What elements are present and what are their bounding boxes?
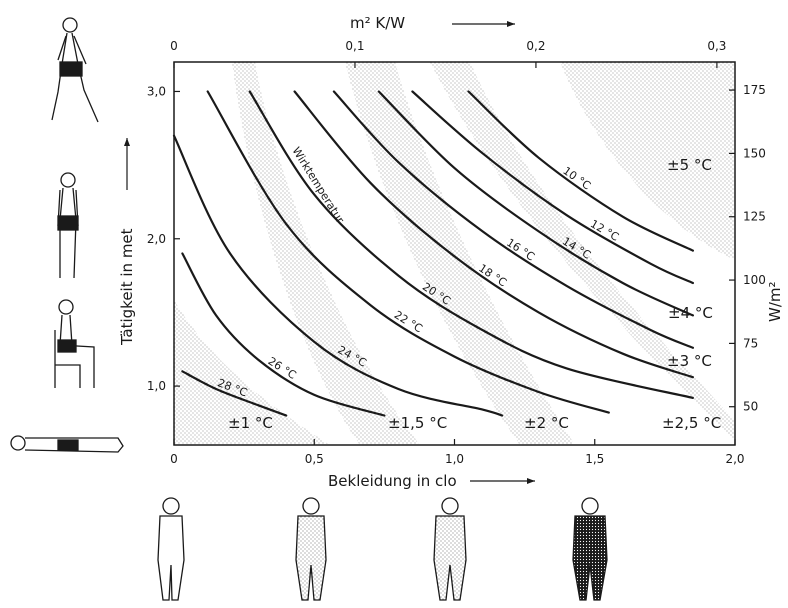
standing-person-icon [57,172,79,279]
series-label-8: 12 °C [588,217,621,244]
top-tick-label-1: 0,1 [345,39,364,53]
right-axis-title: W/m² [766,281,784,322]
series-line-2 [172,134,504,417]
x-axis-arrowhead [527,478,535,484]
band-1 [232,62,420,445]
tol-2-5: ±2,5 °C [662,414,721,432]
band-upper-right [560,62,735,260]
top-tick-label-2: 0,2 [526,39,545,53]
tol-5: ±5 °C [667,156,712,174]
lying-person-icon [10,435,124,453]
light-clothing-figure-icon [295,497,327,601]
x-tick-label-0: 0 [170,452,178,466]
x-axis-title: Bekleidung in clo [328,472,457,490]
medium-clothing-figure-icon [433,497,467,601]
band-lower-left [174,300,330,445]
y-tick-label-0: 1,0 [147,379,166,393]
tol-3: ±3 °C [667,352,712,370]
top-axis-arrowhead [507,21,515,27]
y-tick-label-2: 3,0 [147,84,166,98]
axes: 0 0,5 1,0 1,5 2,0 1,0 2,0 3,0 0 0,1 0,2 0,3 50 75 100 1… [147,39,766,466]
series-line-0 [181,370,288,417]
y-axis-title: Tätigkeit in met [118,228,136,346]
right-tick-label-1: 75 [743,336,758,350]
tol-1: ±1 °C [228,414,273,432]
tol-4: ±4 °C [668,304,713,322]
series-line-6 [332,90,694,349]
top-tick-label-0: 0 [170,39,178,53]
heavy-clothing-figure-icon [572,497,608,601]
top-tick-label-3: 0,3 [707,39,726,53]
band-2 [345,62,575,445]
series-line-3 [206,90,610,414]
right-tick-label-0: 50 [743,400,758,414]
right-tick-label-4: 150 [743,146,766,160]
series-label-6: 16 °C [504,236,537,264]
series-line-9 [467,90,694,252]
tol-2: ±2 °C [524,414,569,432]
sitting-person-icon [54,299,95,388]
band-3 [430,62,735,440]
series-line-5 [293,90,694,379]
unclothed-figure-icon [157,497,185,601]
right-tick-label-5: 175 [743,83,766,97]
tolerance-bands [174,62,735,445]
series-line-4 [248,90,694,399]
series-line-7 [377,90,694,317]
series-line-8 [411,90,694,285]
series-layer [172,90,694,417]
x-tick-label-3: 1,5 [585,452,604,466]
x-tick-label-1: 0,5 [305,452,324,466]
walking-person-icon [51,17,99,123]
tol-1-5: ±1,5 °C [388,414,447,432]
top-axis-title: m² K/W [350,14,405,32]
x-tick-label-2: 1,0 [445,452,464,466]
right-tick-label-3: 125 [743,210,766,224]
right-tick-label-2: 100 [743,273,766,287]
y-axis-arrowhead [124,138,130,146]
series-line-1 [181,252,386,417]
x-tick-label-4: 2,0 [725,452,744,466]
annotation-wirktemperatur: Wirktemperatur [289,145,346,226]
y-tick-label-1: 2,0 [147,232,166,246]
